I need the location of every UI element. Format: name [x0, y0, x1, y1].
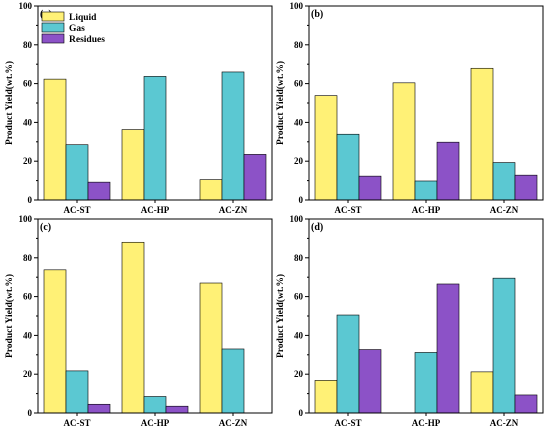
bar-residues-ac-hp: [436, 141, 460, 201]
bar-gas-ac-hp: [414, 180, 438, 201]
y-tick-label: 80: [23, 40, 33, 50]
y-tick-label: 100: [290, 214, 304, 224]
x-tick-label-ac-hp: AC-HP: [141, 418, 170, 428]
bar-gas-ac-st: [65, 370, 89, 414]
y-tick-label: 0: [28, 195, 33, 205]
bar-gas-ac-hp: [143, 396, 167, 414]
bar-liquid-ac-hp: [121, 129, 145, 201]
y-tick-label: 100: [19, 1, 33, 11]
panel-label: (c): [40, 222, 51, 233]
x-tick-label-ac-zn: AC-ZN: [490, 205, 519, 215]
bar-liquid-ac-zn: [199, 282, 223, 414]
y-tick-label: 40: [294, 330, 304, 340]
bar-liquid-ac-st: [43, 269, 67, 414]
legend-swatch-residues: [41, 33, 65, 44]
y-tick-label: 100: [290, 1, 304, 11]
y-axis-title: Product Yield(wt.%): [275, 61, 286, 145]
y-tick-label: 0: [299, 408, 304, 418]
x-tick-label-ac-st: AC-ST: [334, 205, 361, 215]
bar-liquid-ac-st: [43, 78, 67, 201]
legend-swatch-gas: [41, 22, 65, 33]
bar-liquid-ac-hp: [121, 241, 145, 414]
bar-residues-ac-zn: [514, 394, 538, 414]
bar-gas-ac-zn: [492, 277, 516, 414]
x-tick-label-ac-hp: AC-HP: [141, 205, 170, 215]
y-tick-label: 80: [294, 253, 304, 263]
y-tick-label: 60: [23, 292, 33, 302]
x-tick-label-ac-hp: AC-HP: [412, 418, 441, 428]
x-tick-label-ac-st: AC-ST: [334, 418, 361, 428]
y-tick-label: 20: [294, 156, 304, 166]
panel-label: (d): [311, 222, 323, 233]
panel-3: 0 20 40 60 80 100 AC-ST AC-HP AC-ZN Product Yield…: [4, 214, 273, 428]
x-tick-label-ac-zn: AC-ZN: [219, 205, 248, 215]
bar-liquid-ac-hp: [392, 82, 416, 201]
y-tick-label: 60: [294, 292, 304, 302]
y-tick-label: 20: [23, 369, 33, 379]
bar-residues-ac-st: [87, 181, 111, 201]
bar-gas-ac-st: [336, 133, 360, 201]
y-tick-label: 40: [294, 117, 304, 127]
panel-4: 0 20 40 60 80 100 AC-ST AC-HP AC-ZN Product Yield…: [275, 214, 544, 428]
y-axis-title: Product Yield(wt.%): [4, 274, 15, 358]
bar-gas-ac-zn: [492, 162, 516, 201]
y-tick-label: 60: [294, 79, 304, 89]
bar-gas-ac-st: [65, 144, 89, 201]
bar-gas-ac-zn: [221, 348, 245, 414]
bar-residues-ac-hp: [165, 405, 189, 414]
panel-1: 0 20 40 60 80 100 AC-ST AC-HP AC-ZN Product Yield…: [4, 1, 273, 215]
y-tick-label: 20: [23, 156, 33, 166]
bar-liquid-ac-zn: [470, 67, 494, 201]
y-tick-label: 100: [19, 214, 33, 224]
legend-label-gas: Gas: [69, 24, 85, 34]
y-tick-label: 80: [294, 40, 304, 50]
legend-label-residues: Residues: [69, 35, 105, 45]
bar-gas-ac-hp: [414, 352, 438, 414]
y-tick-label: 0: [299, 195, 304, 205]
y-tick-label: 20: [294, 369, 304, 379]
bar-liquid-ac-zn: [199, 179, 223, 201]
y-tick-label: 40: [23, 330, 33, 340]
y-tick-label: 60: [23, 79, 33, 89]
y-tick-label: 0: [28, 408, 33, 418]
bar-liquid-ac-st: [314, 380, 338, 414]
bar-liquid-ac-zn: [470, 371, 494, 414]
legend-swatch-liquid: [41, 11, 65, 22]
panel-2: 0 20 40 60 80 100 AC-ST AC-HP AC-ZN Product Yield…: [275, 1, 544, 215]
bar-residues-ac-zn: [514, 174, 538, 201]
bar-gas-ac-hp: [143, 76, 167, 201]
x-tick-label-ac-hp: AC-HP: [412, 205, 441, 215]
x-tick-label-ac-st: AC-ST: [63, 205, 90, 215]
y-axis-title: Product Yield(wt.%): [275, 274, 286, 358]
bar-residues-ac-st: [87, 403, 111, 414]
bar-residues-ac-hp: [436, 283, 460, 414]
x-tick-label-ac-zn: AC-ZN: [219, 418, 248, 428]
y-tick-label: 40: [23, 117, 33, 127]
bar-residues-ac-zn: [243, 154, 267, 201]
y-axis-title: Product Yield(wt.%): [4, 61, 15, 145]
bar-residues-ac-st: [358, 175, 382, 201]
legend-label-liquid: Liquid: [69, 13, 97, 23]
x-tick-label-ac-zn: AC-ZN: [490, 418, 519, 428]
bar-liquid-ac-st: [314, 95, 338, 201]
bar-residues-ac-st: [358, 349, 382, 414]
y-tick-label: 80: [23, 253, 33, 263]
bar-gas-ac-st: [336, 314, 360, 414]
panel-label: (b): [311, 9, 323, 20]
bar-gas-ac-zn: [221, 71, 245, 201]
panels: 0 20 40 60 80 100 AC-ST AC-HP AC-ZN Product Yield…: [4, 1, 544, 428]
x-tick-label-ac-st: AC-ST: [63, 418, 90, 428]
